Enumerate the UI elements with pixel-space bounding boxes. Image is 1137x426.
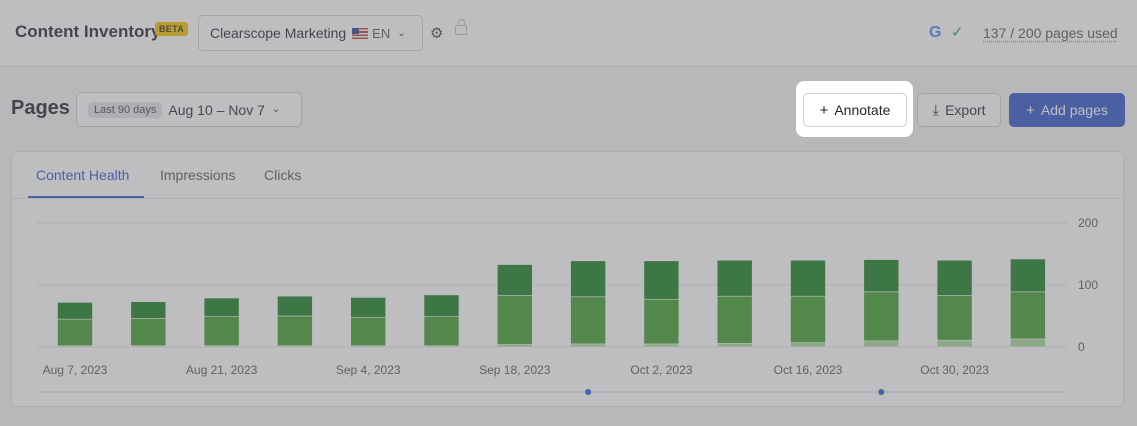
top-bar: Content Inventory BETA Clearscope Market… (0, 0, 1137, 67)
bar-segment (423, 316, 460, 347)
annotation-marker (878, 389, 885, 395)
x-tick-label: Oct 2, 2023 (630, 363, 692, 377)
export-button[interactable]: ⤓ Export (917, 93, 1001, 127)
bar-segment (643, 343, 680, 348)
site-select[interactable]: Clearscope Marketing EN ⌄ (198, 15, 423, 51)
google-icon: G (929, 24, 942, 41)
bar-segment (423, 294, 460, 317)
bar-segment (790, 259, 826, 297)
bar-segment (790, 295, 826, 343)
annotation-marker (585, 389, 592, 395)
bar-segment (570, 260, 606, 298)
bar-segment (936, 339, 973, 348)
date-preset-pill: Last 90 days (88, 101, 163, 118)
bar-segment (716, 342, 753, 348)
site-name: Clearscope Marketing (210, 25, 347, 41)
beta-badge: BETA (155, 22, 189, 36)
y-tick-label: 100 (1078, 278, 1098, 292)
bar-segment (1010, 291, 1046, 340)
bar-segment (716, 259, 753, 297)
x-tick-label: Aug 7, 2023 (43, 363, 108, 377)
pages-used-counter[interactable]: 137 / 200 pages used (983, 25, 1118, 41)
add-pages-button[interactable]: + Add pages (1009, 93, 1125, 127)
bar-segment (496, 295, 533, 345)
bar-segment (790, 342, 826, 348)
download-icon: ⤓ (932, 101, 940, 119)
chevron-down-icon: ⌄ (271, 104, 281, 115)
annotate-label: Annotate (834, 102, 891, 118)
gear-icon[interactable]: ⚙ (430, 25, 444, 42)
bar-segment (57, 318, 93, 347)
bar-segment (863, 291, 900, 342)
chart-tabs: Content Health Impressions Clicks (12, 152, 1123, 199)
bar-segment (350, 297, 387, 318)
check-icon: ✓ (951, 24, 964, 41)
bar-segment (570, 343, 606, 348)
x-tick-label: Oct 30, 2023 (920, 363, 989, 377)
bar-segment (203, 297, 240, 317)
date-range-select[interactable]: Last 90 days Aug 10 – Nov 7 ⌄ (76, 92, 302, 127)
bar-segment (643, 298, 680, 345)
chart-card: Content Health Impressions Clicks 0 100 20… (11, 151, 1124, 407)
active-tab-indicator (28, 196, 144, 198)
x-tick-label: Aug 21, 2023 (186, 363, 258, 377)
language-code: EN (372, 25, 391, 41)
bar-segment (570, 296, 606, 345)
tab-clicks[interactable]: Clicks (264, 167, 302, 183)
chevron-down-icon: ⌄ (397, 27, 406, 39)
bar-segment (936, 259, 973, 296)
x-tick-label: Sep 18, 2023 (479, 363, 551, 377)
x-tick-label: Sep 4, 2023 (336, 363, 401, 377)
date-range-label: Aug 10 – Nov 7 (168, 101, 265, 118)
x-tick-label: Oct 16, 2023 (774, 363, 843, 377)
app-title: Content Inventory (15, 22, 161, 41)
bar-segment (643, 260, 680, 300)
content-health-chart: 0 100 200 Aug 7, 2023 Aug 21, 2023 Sep 4, 202… (37, 216, 1098, 395)
bar-segment (130, 318, 167, 347)
us-flag-icon (352, 27, 369, 39)
y-tick-label: 0 (1078, 340, 1085, 354)
plus-icon: + (819, 101, 829, 119)
bar-segment (496, 344, 533, 348)
add-pages-label: Add pages (1040, 102, 1108, 118)
bar-segment (863, 259, 900, 293)
plus-icon: + (1026, 101, 1035, 119)
bar-segment (863, 340, 900, 348)
bar-segment (57, 302, 93, 320)
bar-segment (496, 264, 533, 296)
bar-segment (936, 295, 973, 341)
bar-segment (1010, 258, 1046, 293)
bar-segment (130, 301, 167, 319)
bar-segment (277, 315, 313, 347)
tab-content-health[interactable]: Content Health (36, 167, 130, 183)
page-title: Pages (11, 97, 70, 119)
export-label: Export (945, 102, 986, 118)
bar-segment (1010, 338, 1046, 348)
bar-segment (716, 295, 753, 344)
bar-segment (277, 295, 313, 317)
tab-impressions[interactable]: Impressions (160, 167, 236, 183)
annotate-highlight: + Annotate (796, 81, 913, 137)
bar-segment (203, 316, 240, 347)
annotate-button[interactable]: + Annotate (803, 93, 907, 127)
bar-segment (350, 316, 387, 347)
lock-icon[interactable] (455, 19, 467, 35)
y-tick-label: 200 (1078, 216, 1098, 230)
